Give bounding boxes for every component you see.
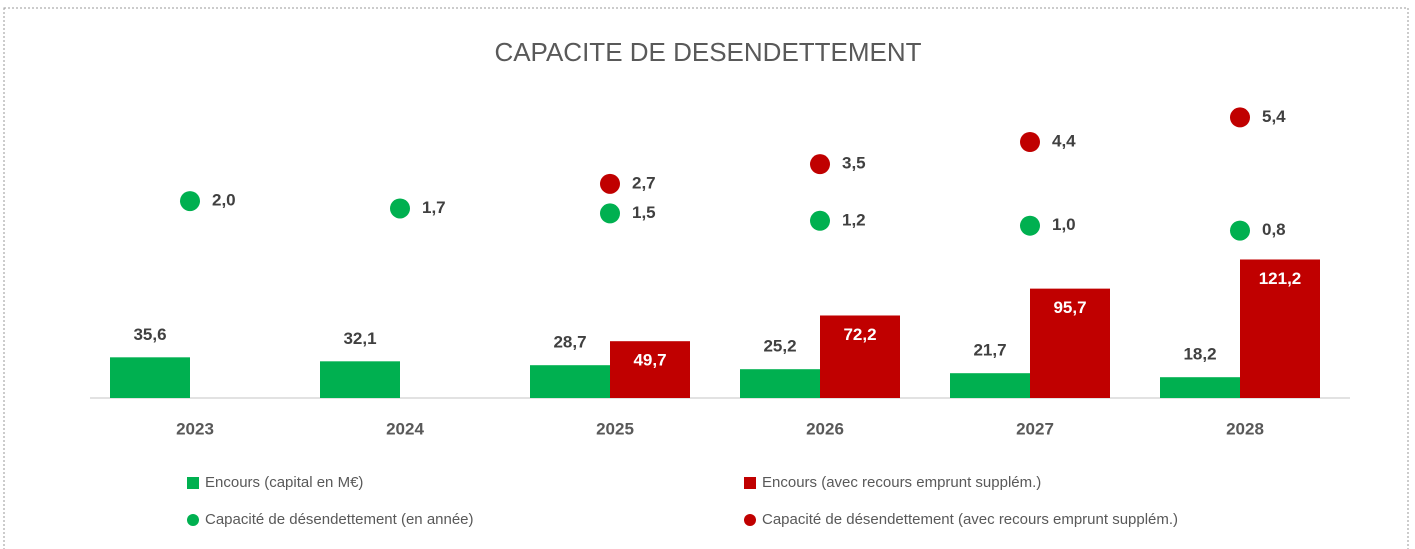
data-label: 72,2 (843, 325, 876, 344)
data-label: 32,1 (343, 329, 376, 348)
data-label: 0,8 (1262, 220, 1286, 239)
bar (1030, 288, 1110, 398)
bar (1240, 259, 1320, 398)
data-label: 1,7 (422, 198, 446, 217)
bar (820, 315, 900, 398)
data-label: 95,7 (1053, 298, 1086, 317)
data-label: 2,7 (632, 173, 656, 192)
data-label: 1,2 (842, 210, 866, 229)
legend-marker (187, 477, 199, 489)
x-tick-label: 2025 (596, 419, 634, 438)
data-label: 3,5 (842, 154, 866, 173)
legend-label: Encours (avec recours emprunt supplém.) (762, 474, 1041, 491)
bar (610, 341, 690, 398)
dot (1230, 220, 1250, 241)
bar (740, 369, 820, 398)
data-label: 1,5 (632, 203, 656, 222)
legend-label: Capacité de désendettement (avec recours… (762, 511, 1178, 528)
data-label: 21,7 (973, 341, 1006, 360)
chart-title: CAPACITE DE DESENDETTEMENT (494, 37, 921, 67)
chart-border (3, 7, 1409, 549)
legend-label: Encours (capital en M€) (205, 474, 363, 491)
bar (1160, 377, 1240, 398)
dot (180, 191, 200, 212)
bar (530, 365, 610, 398)
legend-label: Capacité de désendettement (en année) (205, 511, 474, 528)
data-label: 49,7 (633, 351, 666, 370)
data-label: 4,4 (1052, 131, 1076, 150)
dot (1230, 107, 1250, 128)
data-label: 18,2 (1183, 345, 1216, 364)
data-label: 25,2 (763, 337, 796, 356)
x-tick-label: 2026 (806, 419, 844, 438)
data-label: 28,7 (553, 333, 586, 352)
legend-marker (744, 477, 756, 489)
data-label: 121,2 (1259, 269, 1302, 288)
dot (600, 203, 620, 224)
bar (320, 361, 400, 398)
x-tick-label: 2028 (1226, 419, 1264, 438)
dot (600, 173, 620, 194)
bar (950, 373, 1030, 398)
legend-marker (187, 514, 199, 526)
x-tick-label: 2023 (176, 419, 214, 438)
dot (810, 210, 830, 231)
x-tick-label: 2027 (1016, 419, 1054, 438)
dot (390, 198, 410, 219)
data-label: 2,0 (212, 191, 236, 210)
data-label: 5,4 (1262, 107, 1286, 126)
dot (810, 154, 830, 175)
data-label: 1,0 (1052, 215, 1076, 234)
bar (110, 357, 190, 398)
dot (1020, 132, 1040, 152)
data-label: 35,6 (133, 325, 166, 344)
dot (1020, 215, 1040, 236)
x-tick-label: 2024 (386, 419, 424, 438)
legend-marker (744, 514, 756, 526)
